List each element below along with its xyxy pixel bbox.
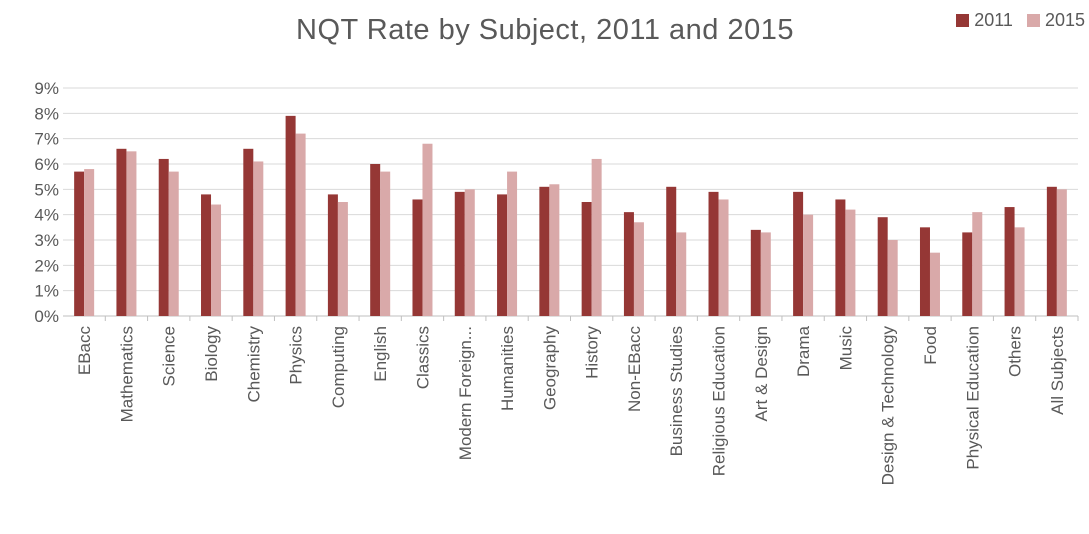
bar-2015 xyxy=(380,171,391,316)
bar-2011 xyxy=(750,229,761,316)
bar-2015 xyxy=(295,133,306,316)
chart-legend: 2011 2015 xyxy=(942,10,1085,31)
bar-2015 xyxy=(211,204,222,316)
y-tick-label: 1% xyxy=(34,282,59,301)
bar-2011 xyxy=(243,148,254,316)
bar-2011 xyxy=(1046,186,1057,316)
bar-2015 xyxy=(929,252,940,316)
bar-2011 xyxy=(454,191,465,316)
legend-swatch-series-1 xyxy=(956,14,970,27)
bar-2015 xyxy=(253,161,264,316)
y-tick-label: 4% xyxy=(34,206,59,225)
y-tick-label: 3% xyxy=(34,231,59,250)
legend-swatch-series-2 xyxy=(1026,14,1040,27)
bar-2011 xyxy=(370,164,381,316)
x-category-label: All Subjects xyxy=(1048,326,1067,415)
bar-2015 xyxy=(676,232,687,316)
x-category-label: Non-EBacc xyxy=(625,326,644,412)
bar-2011 xyxy=(962,232,973,316)
x-category-label: Computing xyxy=(329,326,348,408)
x-category-label: English xyxy=(371,326,390,382)
x-category-label: Science xyxy=(160,326,179,386)
chart-title: NQT Rate by Subject, 2011 and 2015 xyxy=(296,14,794,46)
bar-2015 xyxy=(718,199,729,316)
x-category-label: Business Studies xyxy=(667,326,686,456)
bar-2011 xyxy=(581,202,592,316)
x-category-label: Biology xyxy=(202,326,221,382)
bar-2011 xyxy=(497,194,508,316)
x-category-label: Classics xyxy=(413,326,432,389)
y-tick-label: 7% xyxy=(34,130,59,149)
legend-item-series-2: 2015 xyxy=(1026,10,1085,31)
bar-2011 xyxy=(74,171,85,316)
x-category-label: Food xyxy=(921,326,940,365)
x-category-label: Physical Education xyxy=(963,326,982,470)
bar-2011 xyxy=(877,217,888,316)
bar-2011 xyxy=(116,148,127,316)
bar-2011 xyxy=(919,227,930,316)
bar-2015 xyxy=(84,169,95,316)
bar-2011 xyxy=(285,115,296,316)
bar-2011 xyxy=(539,186,550,316)
x-category-label: Music xyxy=(836,326,855,371)
bar-2011 xyxy=(793,191,804,316)
y-tick-label: 0% xyxy=(34,307,59,326)
bar-2015 xyxy=(464,189,475,316)
x-category-label: Art & Design xyxy=(752,326,771,421)
y-tick-label: 6% xyxy=(34,155,59,174)
y-tick-label: 9% xyxy=(34,79,59,98)
bar-2015 xyxy=(1056,189,1067,316)
bar-2015 xyxy=(168,171,179,316)
bar-2011 xyxy=(327,194,338,316)
bar-2011 xyxy=(835,199,846,316)
bar-2015 xyxy=(591,158,602,316)
x-category-label: Religious Education xyxy=(710,326,729,476)
bar-2015 xyxy=(422,143,433,316)
x-category-label: Humanities xyxy=(498,326,517,411)
bar-2015 xyxy=(803,214,814,316)
bar-2015 xyxy=(760,232,771,316)
legend-item-series-1: 2011 xyxy=(956,10,1013,31)
bar-2011 xyxy=(158,158,169,316)
bar-2011 xyxy=(666,186,677,316)
x-category-label: Geography xyxy=(540,326,559,411)
x-category-label: EBacc xyxy=(75,326,94,376)
y-tick-label: 5% xyxy=(34,180,59,199)
bar-2011 xyxy=(708,191,719,316)
x-category-label: Physics xyxy=(287,326,306,385)
y-tick-label: 8% xyxy=(34,104,59,123)
bar-2011 xyxy=(412,199,423,316)
bar-2015 xyxy=(507,171,518,316)
bar-2015 xyxy=(845,209,856,316)
legend-label-series-2: 2015 xyxy=(1044,10,1085,30)
bar-2015 xyxy=(633,222,644,316)
bar-2015 xyxy=(337,202,348,316)
legend-label-series-1: 2011 xyxy=(974,10,1013,30)
x-category-label: Drama xyxy=(794,325,813,377)
bar-2011 xyxy=(623,212,634,316)
x-category-label: History xyxy=(583,326,602,379)
bar-2015 xyxy=(126,151,137,316)
bar-2011 xyxy=(1004,207,1015,316)
x-category-label: Mathematics xyxy=(117,326,136,422)
bar-2015 xyxy=(972,212,983,316)
bar-2015 xyxy=(1014,227,1025,316)
x-category-label: Design & Technology xyxy=(879,326,898,486)
x-category-label: Others xyxy=(1006,326,1025,377)
bar-2015 xyxy=(887,240,898,316)
x-category-label: Modern Foreign... xyxy=(456,326,475,460)
bar-2011 xyxy=(201,194,212,316)
bar-2015 xyxy=(549,184,560,316)
x-category-label: Chemistry xyxy=(244,326,263,403)
y-tick-label: 2% xyxy=(34,256,59,275)
